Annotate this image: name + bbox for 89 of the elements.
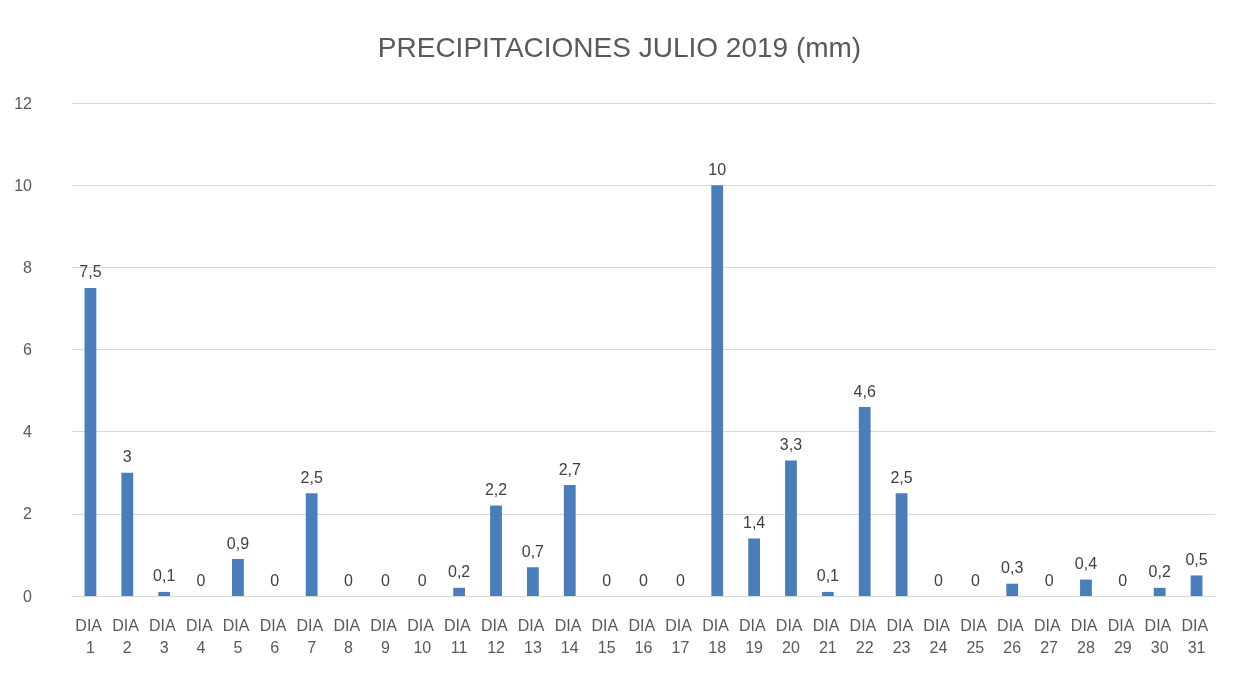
bar [490,505,502,596]
x-tick-label: DIA 29 [1107,616,1138,656]
data-label: 0 [196,571,206,589]
data-label: 10 [708,160,727,178]
x-tick-label: DIA 3 [149,616,180,656]
data-label: 7,5 [79,263,102,281]
chart-title: PRECIPITACIONES JULIO 2019 (mm) [377,31,862,63]
x-tick-label: DIA 2 [112,616,143,656]
bar [526,567,539,596]
data-label: 0 [270,571,280,589]
data-label: 2,5 [890,468,913,486]
x-tick-label: DIA 21 [812,616,843,656]
bar [821,591,834,596]
y-tick-label: 6 [23,341,33,358]
bar [1153,587,1166,596]
x-tick-label: DIA 10 [407,616,438,656]
data-label: 2,2 [484,481,508,499]
x-tick-label: DIA 18 [702,616,733,656]
data-label: 0 [675,571,685,589]
x-tick-label: DIA 30 [1144,616,1175,656]
x-tick-label: DIA 6 [259,616,290,656]
bar [453,587,466,596]
x-tick-label: DIA 14 [554,616,585,656]
bar [121,472,134,596]
x-tick-label: DIA 7 [296,616,327,656]
x-tick-label: DIA 25 [960,616,991,656]
x-tick-label: DIA 16 [628,616,659,656]
x-tick-label: DIA 22 [849,616,880,656]
y-tick-label: 2 [23,505,33,523]
x-tick-label: DIA 15 [591,616,622,656]
x-tick-label: DIA 28 [1070,616,1102,656]
data-label: 4,6 [853,382,876,400]
data-label: 0,2 [448,563,471,581]
data-label: 2,5 [300,468,323,486]
bar [305,493,318,596]
data-label: 0,3 [1001,559,1024,577]
bar [1190,575,1203,596]
bar [858,407,871,596]
data-label: 2,7 [558,460,581,478]
data-label: 0,9 [226,534,250,552]
x-tick-label: DIA 13 [517,616,548,656]
data-label: 0 [417,571,427,589]
x-tick-label: DIA 26 [997,616,1028,656]
y-tick-label: 0 [23,587,33,605]
data-label: 0,5 [1185,550,1208,568]
data-label: 0 [602,571,612,589]
x-tick-label: DIA 11 [444,616,475,656]
bar [1080,579,1092,596]
x-tick-label: DIA 9 [370,616,401,656]
data-label: 0,1 [153,567,176,585]
bar [563,485,576,596]
x-tick-label: DIA 20 [775,616,807,656]
bar [748,538,761,596]
data-label: 0 [970,571,980,589]
x-tick-label: DIA 19 [739,616,770,656]
x-tick-label: DIA 31 [1181,616,1212,656]
bar [232,559,244,596]
x-tick-label: DIA 17 [665,616,696,656]
data-label: 0,2 [1148,563,1171,581]
bar [1006,583,1019,596]
x-tick-label: DIA 12 [480,616,512,656]
x-tick-label: DIA 4 [185,616,217,656]
y-tick-label: 8 [23,258,33,276]
x-tick-label: DIA 23 [886,616,917,656]
data-label: 3 [122,448,132,466]
data-label: 0 [1118,571,1128,589]
data-label: 3,3 [779,435,803,453]
bar [785,460,797,596]
x-tick-label: DIA 27 [1033,616,1065,656]
data-label: 0 [1044,571,1054,589]
bar [895,493,908,596]
x-tick-label: DIA 5 [222,616,254,656]
y-tick-label: 10 [14,176,33,194]
data-label: 1,4 [742,513,766,531]
data-label: 0 [344,571,354,589]
data-label: 0,4 [1074,555,1098,573]
x-tick-label: DIA 8 [333,616,364,656]
bar [711,185,724,596]
x-tick-label: DIA 1 [75,616,106,656]
data-label: 0,1 [816,567,840,585]
y-tick-label: 4 [23,423,33,441]
data-label: 0 [380,571,390,589]
bar [158,591,171,596]
data-label: 0 [934,571,944,589]
y-tick-label: 12 [14,94,33,112]
x-tick-label: DIA 24 [923,616,954,656]
data-label: 0,7 [521,542,545,560]
data-label: 0 [639,571,649,589]
bar [84,287,97,596]
